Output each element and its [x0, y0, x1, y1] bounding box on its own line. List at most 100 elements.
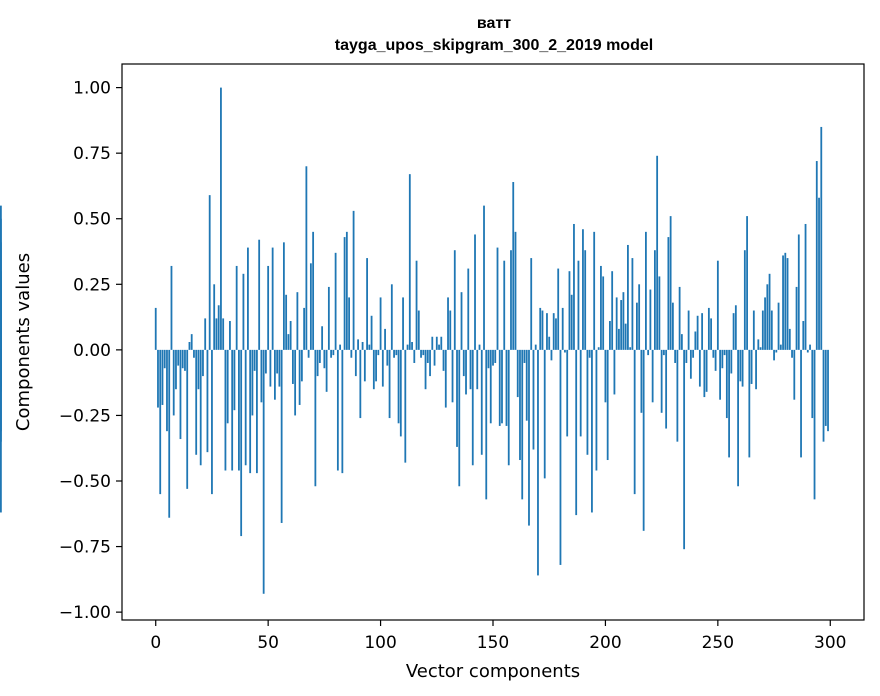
- bar: [395, 349, 398, 356]
- bar: [818, 197, 820, 350]
- bar: [748, 349, 751, 458]
- bar: [357, 339, 359, 350]
- bar: [611, 271, 614, 350]
- bar: [426, 349, 429, 363]
- bar: [714, 349, 717, 371]
- bar: [820, 126, 823, 350]
- bar: [424, 349, 427, 390]
- bar: [247, 247, 249, 350]
- x-axis: 0 50 100 150 200 250 300: [150, 620, 846, 653]
- bar: [217, 305, 220, 350]
- bar: [305, 166, 308, 350]
- bar: [568, 271, 571, 350]
- bar: [258, 239, 261, 350]
- bar: [629, 347, 632, 350]
- bar: [465, 349, 467, 395]
- bar: [202, 349, 204, 377]
- bar: [743, 250, 746, 350]
- bar: [312, 231, 315, 350]
- chart-title: ватт: [477, 15, 511, 32]
- bar: [339, 344, 341, 350]
- bar: [797, 234, 800, 350]
- bar: [537, 349, 539, 576]
- bar: [0, 349, 2, 432]
- bar: [215, 318, 218, 350]
- bar: [584, 250, 587, 350]
- bar: [757, 339, 760, 350]
- bar: [791, 349, 793, 358]
- bar: [238, 349, 240, 471]
- bar: [492, 349, 494, 366]
- bar: [636, 302, 638, 350]
- bar: [631, 258, 634, 350]
- bar: [166, 349, 168, 432]
- bar: [296, 292, 299, 350]
- bar: [211, 349, 213, 495]
- bar: [442, 349, 445, 371]
- bar: [413, 349, 416, 363]
- bar: [368, 344, 371, 350]
- bar: [224, 349, 227, 471]
- bar: [467, 268, 470, 350]
- bar: [0, 271, 2, 350]
- bar: [658, 276, 661, 350]
- bar: [802, 321, 805, 350]
- bar: [206, 349, 209, 453]
- bar: [510, 250, 512, 350]
- x-tick-label: 150: [477, 633, 509, 653]
- bar: [289, 321, 292, 350]
- bar: [440, 336, 443, 350]
- bar: [422, 349, 425, 356]
- bar: [505, 349, 508, 426]
- bar: [309, 263, 312, 350]
- bar: [393, 349, 395, 358]
- bar: [251, 349, 254, 416]
- bars-group: [0, 87, 829, 594]
- bar: [159, 349, 162, 495]
- bar: [332, 349, 335, 356]
- bar: [696, 315, 699, 350]
- bar: [552, 313, 555, 350]
- bar: [444, 349, 447, 408]
- bar: [449, 310, 452, 350]
- bar: [0, 315, 2, 350]
- bar: [530, 258, 533, 350]
- bar: [795, 286, 798, 350]
- bar: [728, 349, 730, 458]
- bar: [157, 349, 159, 408]
- bar: [768, 273, 771, 350]
- bar: [404, 349, 407, 463]
- bar: [460, 292, 463, 350]
- bar: [271, 247, 274, 350]
- bar: [501, 349, 503, 424]
- bar: [352, 210, 355, 350]
- bar: [683, 349, 686, 550]
- bar: [469, 349, 472, 390]
- bar: [323, 349, 326, 369]
- bar: [512, 182, 515, 350]
- bar: [177, 349, 180, 366]
- bar: [618, 328, 620, 350]
- bar: [498, 349, 501, 426]
- bar: [190, 334, 193, 350]
- bar: [265, 349, 267, 374]
- bar: [483, 205, 485, 350]
- bar: [235, 265, 238, 350]
- bar: [827, 349, 829, 432]
- bar: [667, 237, 670, 350]
- bar: [361, 342, 364, 350]
- bar: [287, 334, 290, 350]
- bar: [788, 328, 791, 350]
- bar: [204, 318, 207, 350]
- bar: [321, 326, 324, 350]
- bar: [669, 216, 672, 350]
- bar: [231, 349, 234, 471]
- bar: [179, 349, 182, 440]
- bar: [168, 349, 171, 518]
- bar: [474, 234, 476, 350]
- bar: [336, 349, 339, 471]
- bar: [671, 302, 674, 350]
- bar: [384, 328, 386, 350]
- bar: [172, 349, 175, 416]
